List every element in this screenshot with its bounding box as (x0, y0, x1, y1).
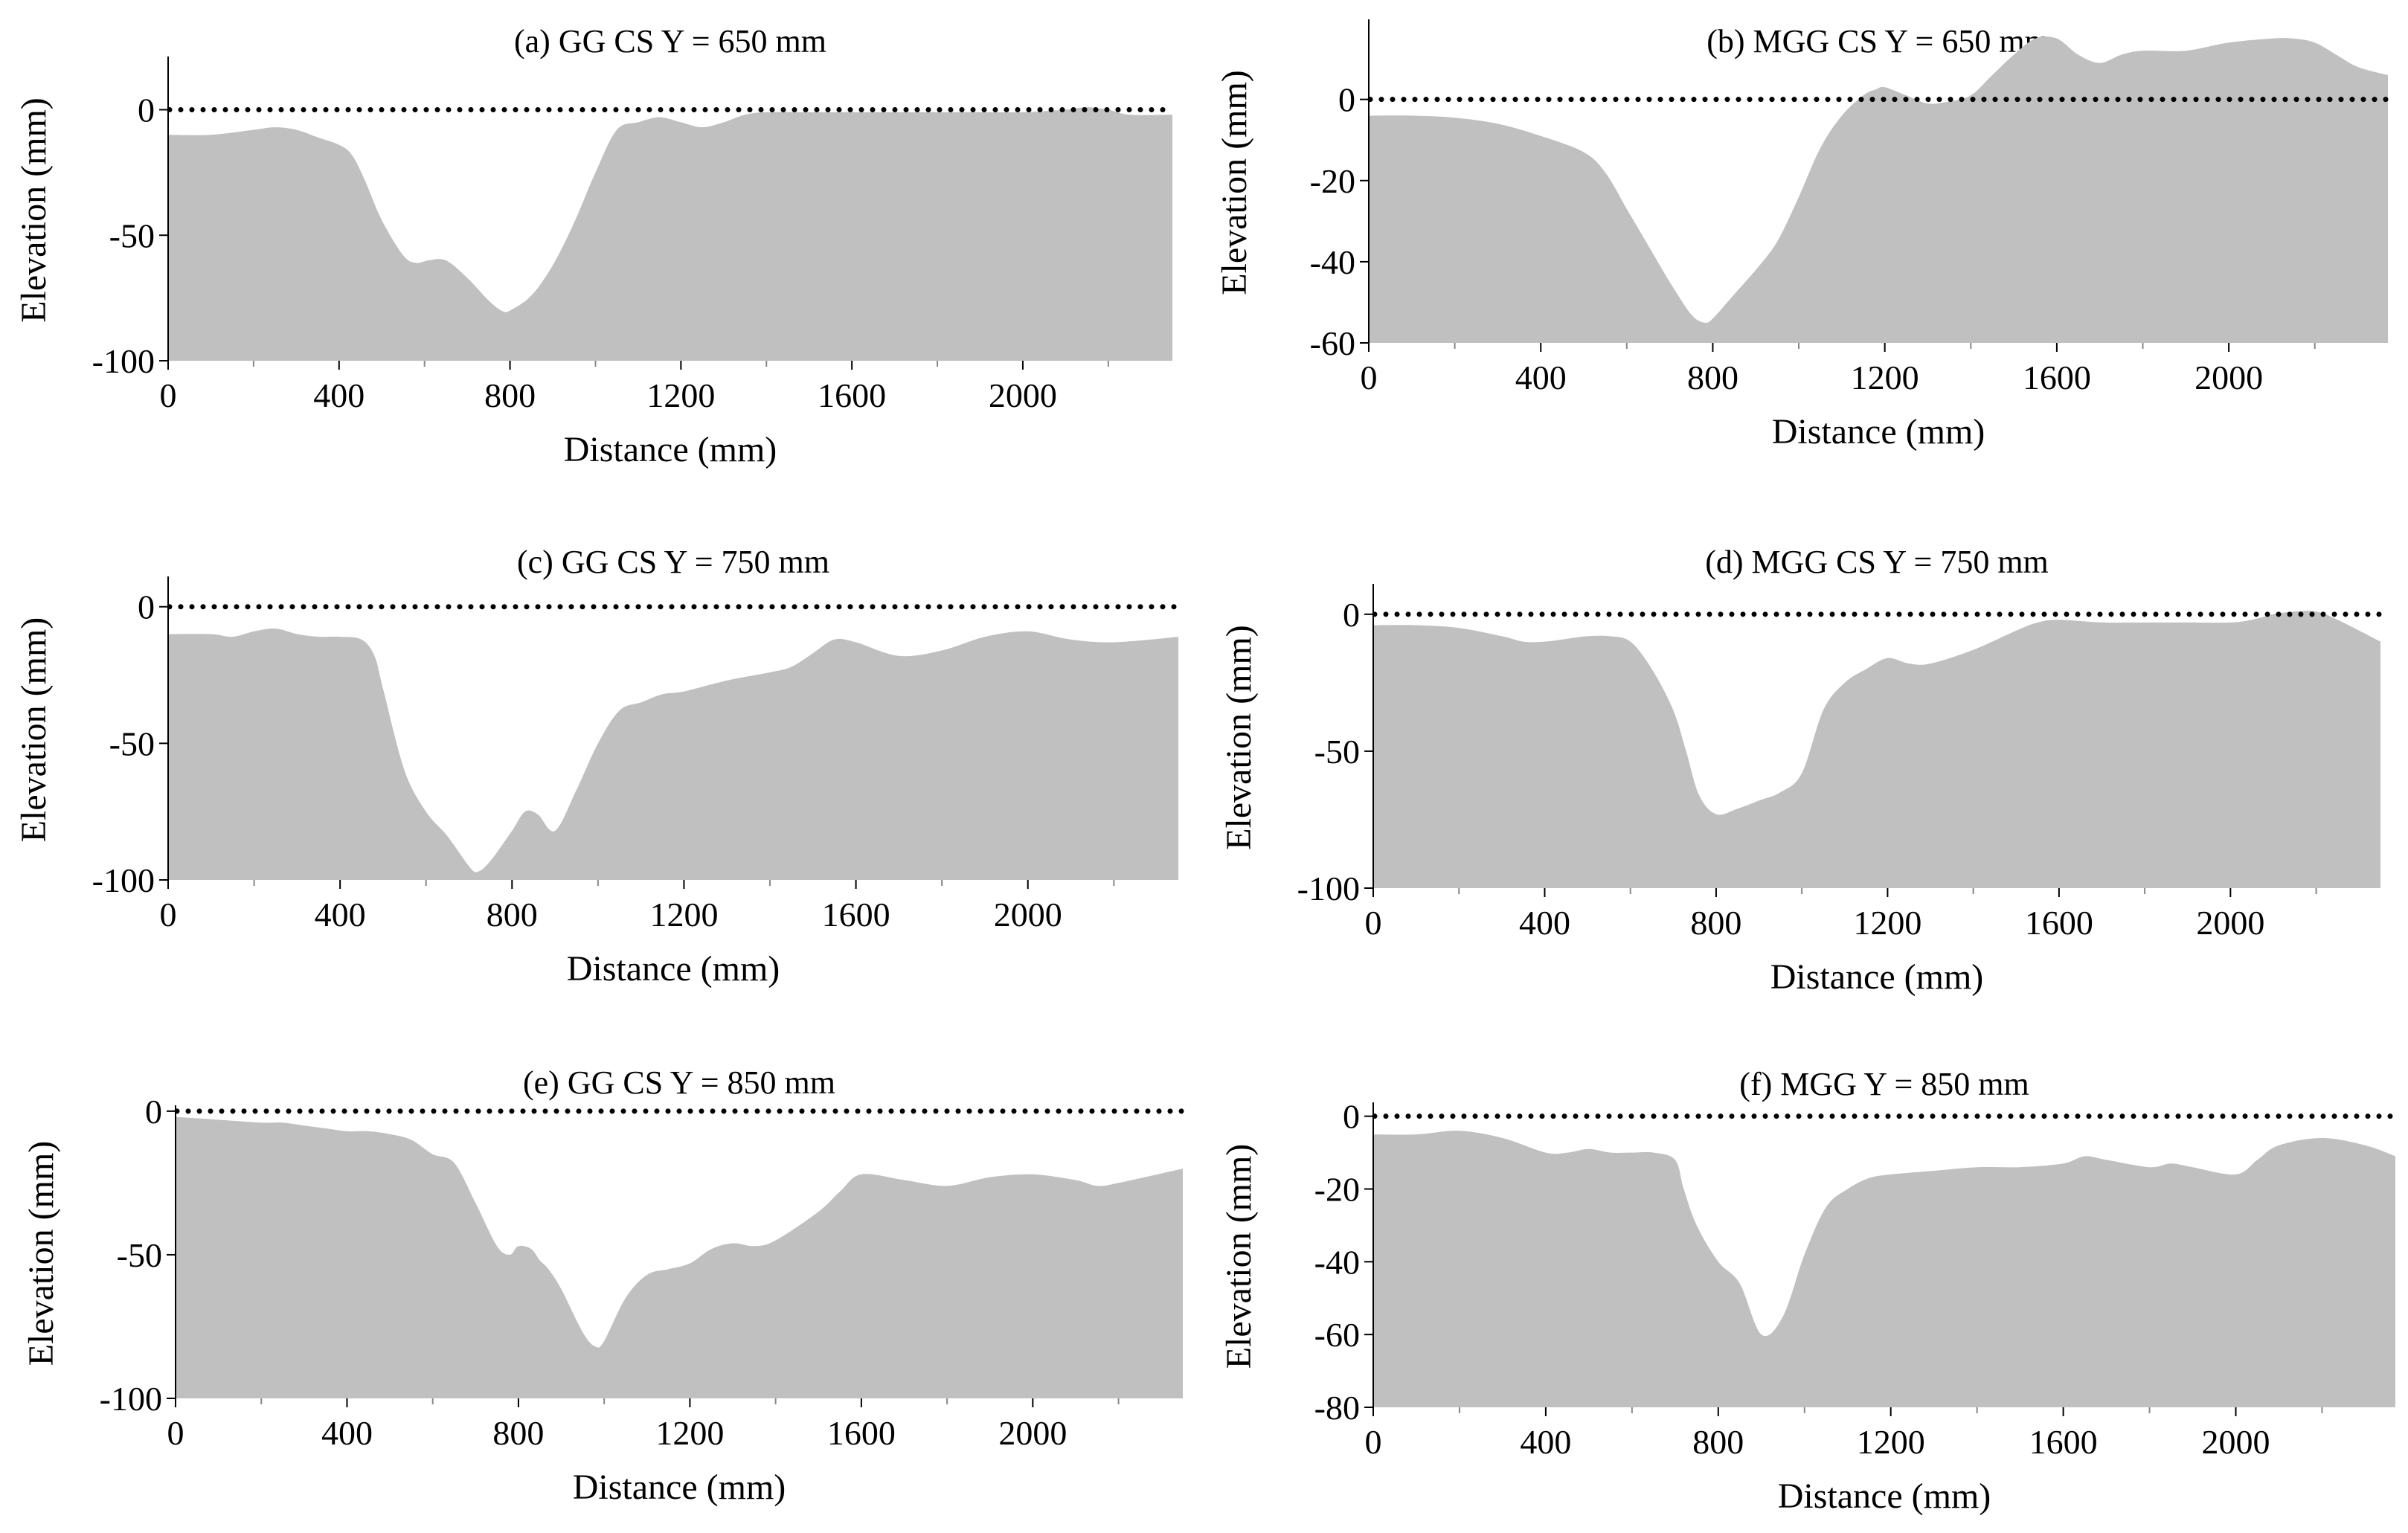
x-tick-label: 800 (1687, 359, 1738, 396)
y-axis-label: Elevation (mm) (1219, 1144, 1259, 1369)
panel-b-mgg-cs-y650: (b) MGG CS Y = 650 mm0-20-40-600 400 800 12… (1215, 19, 2391, 451)
x-tick-label: 1600 (2023, 359, 2091, 396)
x-axis-label: Distance (mm) (1770, 957, 1984, 997)
x-tick-label: 800 (1692, 1423, 1744, 1461)
elevation-area (1373, 1131, 2395, 1407)
x-axis-label: Distance (mm) (567, 949, 780, 989)
x-axis-label: Distance (mm) (1778, 1476, 1991, 1516)
chart-title: (b) MGG CS Y = 650 mm (1707, 23, 2050, 60)
x-tick-label: 0 (1361, 359, 1378, 396)
y-tick-label: -20 (1310, 162, 1355, 200)
chart-title: (c) GG CS Y = 750 mm (517, 544, 829, 580)
x-tick-label: 1600 (827, 1414, 896, 1452)
y-axis-label: Elevation (mm) (14, 97, 54, 323)
y-tick-label: -50 (109, 216, 155, 254)
x-tick-label: 400 (315, 896, 366, 933)
x-axis-label: Distance (mm) (573, 1468, 786, 1507)
chart-title: (f) MGG Y = 850 mm (1739, 1066, 2029, 1102)
y-tick-label: -20 (1314, 1171, 1360, 1209)
elevation-area (1369, 36, 2388, 343)
x-tick-label: 800 (484, 376, 536, 414)
x-axis-label: Distance (mm) (1772, 412, 1985, 451)
x-tick-label: 1200 (655, 1414, 724, 1452)
x-tick-label: 1600 (822, 896, 890, 933)
x-tick-label: 1600 (818, 376, 886, 414)
x-tick-label: 2000 (998, 1414, 1067, 1452)
x-tick-label: 400 (1519, 904, 1570, 942)
x-tick-label: 1200 (1853, 904, 1921, 942)
x-tick-label: 2000 (2201, 1423, 2270, 1461)
y-tick-label: -80 (1314, 1389, 1360, 1427)
y-tick-label: -60 (1314, 1316, 1360, 1354)
chart-title: (d) MGG CS Y = 750 mm (1705, 544, 2049, 580)
elevation-area (168, 629, 1178, 880)
x-tick-label: 0 (1365, 1423, 1382, 1461)
x-tick-label: 1600 (2029, 1423, 2098, 1461)
x-tick-label: 1200 (646, 376, 715, 414)
y-tick-label: -100 (100, 1380, 162, 1418)
y-axis-label: Elevation (mm) (14, 617, 54, 843)
chart-title: (a) GG CS Y = 650 mm (514, 23, 826, 60)
x-tick-label: 400 (1520, 1423, 1571, 1461)
x-tick-label: 800 (487, 896, 538, 933)
y-tick-label: 0 (1338, 81, 1355, 119)
x-tick-label: 2000 (989, 376, 1057, 414)
x-tick-label: 1200 (1851, 359, 1919, 396)
y-tick-label: 0 (145, 1093, 162, 1131)
x-tick-label: 0 (160, 376, 177, 414)
y-tick-label: 0 (138, 91, 155, 129)
elevation-area (176, 1116, 1183, 1398)
x-tick-label: 400 (321, 1414, 373, 1452)
x-tick-label: 800 (492, 1414, 544, 1452)
x-tick-label: 1200 (649, 896, 718, 933)
y-tick-label: 0 (138, 588, 155, 626)
y-tick-label: 0 (1343, 1098, 1360, 1136)
y-tick-label: -50 (109, 724, 155, 762)
x-tick-label: 400 (313, 376, 365, 414)
x-tick-label: 0 (160, 896, 177, 933)
x-tick-label: 2000 (994, 896, 1062, 933)
y-tick-label: 0 (1343, 596, 1360, 634)
y-tick-label: -40 (1314, 1243, 1360, 1281)
y-tick-label: -100 (92, 342, 155, 380)
y-tick-label: -60 (1310, 324, 1355, 362)
x-axis-label: Distance (mm) (564, 430, 777, 469)
y-tick-label: -50 (1314, 733, 1360, 771)
x-tick-label: 400 (1515, 359, 1567, 396)
y-tick-label: -50 (117, 1236, 162, 1274)
y-tick-label: -100 (92, 861, 155, 899)
x-tick-label: 1200 (1857, 1423, 1925, 1461)
elevation-area (1373, 611, 2380, 888)
x-tick-label: 1600 (2025, 904, 2093, 942)
y-axis-label: Elevation (mm) (1215, 70, 1254, 295)
x-tick-label: 2000 (2195, 359, 2263, 396)
y-tick-label: -40 (1310, 243, 1355, 281)
x-tick-label: 0 (167, 1414, 184, 1452)
chart-title: (e) GG CS Y = 850 mm (523, 1064, 835, 1101)
panel-f-mgg-y850: (f) MGG Y = 850 mm0-20-40-60-800 400 800 12… (1219, 1066, 2398, 1516)
y-axis-label: Elevation (mm) (22, 1141, 61, 1366)
x-tick-label: 800 (1690, 904, 1741, 942)
x-tick-label: 2000 (2196, 904, 2264, 942)
elevation-area (168, 107, 1172, 361)
y-axis-label: Elevation (mm) (1219, 625, 1259, 850)
x-tick-label: 0 (1365, 904, 1382, 942)
y-tick-label: -100 (1297, 870, 1360, 907)
